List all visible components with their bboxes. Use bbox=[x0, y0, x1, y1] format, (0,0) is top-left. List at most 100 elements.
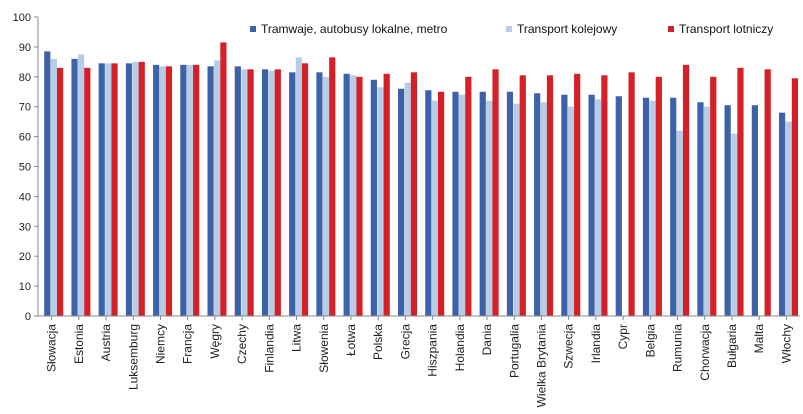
bar bbox=[383, 73, 390, 316]
bar bbox=[697, 102, 704, 316]
bar bbox=[397, 88, 405, 316]
bar bbox=[404, 82, 411, 316]
bar bbox=[71, 58, 78, 317]
legend-label: Transport lotniczy bbox=[679, 22, 773, 36]
x-category-label: Belgia bbox=[643, 324, 657, 358]
bar bbox=[57, 67, 64, 316]
bar bbox=[153, 64, 160, 316]
x-category-label: Austria bbox=[99, 324, 113, 362]
bar bbox=[431, 100, 439, 316]
y-tick-label: 40 bbox=[19, 191, 31, 203]
bar bbox=[655, 76, 662, 316]
bar bbox=[356, 76, 363, 316]
bar bbox=[138, 61, 145, 316]
bar bbox=[111, 63, 118, 316]
bar bbox=[425, 90, 432, 316]
bar bbox=[343, 73, 350, 316]
y-tick-label: 80 bbox=[19, 72, 31, 84]
x-category-label: Estonia bbox=[72, 324, 86, 364]
bar bbox=[438, 91, 445, 316]
bar bbox=[207, 66, 214, 317]
x-category-label: Litwa bbox=[290, 324, 304, 352]
bar bbox=[98, 63, 105, 316]
bar bbox=[778, 112, 786, 317]
legend-label: Tramwaje, autobusy lokalne, metro bbox=[261, 22, 448, 36]
bar bbox=[214, 60, 221, 317]
bar bbox=[628, 72, 635, 316]
bar bbox=[731, 133, 738, 316]
x-category-label: Dania bbox=[480, 324, 494, 356]
bar bbox=[410, 72, 417, 316]
bar bbox=[220, 42, 227, 316]
bar bbox=[540, 102, 547, 316]
bar bbox=[295, 57, 302, 317]
bar bbox=[676, 130, 683, 316]
bars bbox=[44, 42, 798, 317]
y-tick-label: 100 bbox=[13, 12, 31, 24]
bar bbox=[105, 63, 112, 316]
bar bbox=[241, 69, 248, 316]
y-tick-label: 20 bbox=[19, 251, 31, 263]
x-category-label: Bułgaria bbox=[725, 324, 739, 368]
y-tick-label: 70 bbox=[19, 102, 31, 114]
bar bbox=[791, 78, 798, 316]
x-category-label: Holandia bbox=[453, 324, 467, 372]
x-category-label: Włochy bbox=[779, 324, 793, 363]
legend-swatch bbox=[506, 26, 512, 32]
x-category-label: Portugalia bbox=[507, 324, 521, 378]
bar bbox=[785, 121, 792, 317]
x-category-label: Czechy bbox=[235, 324, 249, 364]
bar bbox=[737, 67, 744, 316]
x-axis: Słowacja Estonia Austria Luksemburg Niemcy Fr… bbox=[38, 315, 800, 408]
bar bbox=[132, 61, 139, 316]
bar bbox=[764, 69, 771, 316]
bar bbox=[165, 66, 173, 317]
y-tick-label: 30 bbox=[19, 221, 31, 233]
bar bbox=[519, 75, 526, 317]
bar bbox=[247, 69, 254, 316]
bar bbox=[301, 63, 309, 316]
bar bbox=[186, 64, 194, 316]
x-category-label: Polska bbox=[371, 324, 385, 360]
bar bbox=[459, 94, 466, 317]
x-category-label: Wielka Brytania bbox=[534, 324, 548, 408]
bar bbox=[479, 91, 486, 316]
bar bbox=[84, 67, 91, 316]
bar bbox=[78, 54, 85, 316]
bar bbox=[322, 76, 330, 316]
bar bbox=[567, 106, 575, 316]
legend-swatch bbox=[250, 26, 256, 32]
y-tick-label: 50 bbox=[19, 162, 31, 174]
bar bbox=[452, 91, 459, 316]
y-tick-label: 10 bbox=[19, 281, 31, 293]
bar bbox=[588, 94, 595, 317]
bar bbox=[274, 69, 281, 316]
bar bbox=[546, 75, 554, 317]
bar bbox=[561, 94, 568, 317]
x-category-label: Łotwa bbox=[344, 324, 358, 356]
bar bbox=[670, 97, 677, 316]
bar bbox=[642, 97, 650, 316]
bar bbox=[50, 58, 58, 317]
bar bbox=[492, 69, 499, 316]
x-category-label: Cypr bbox=[616, 324, 630, 349]
y-tick-label: 0 bbox=[25, 311, 31, 323]
x-category-label: Grecja bbox=[398, 324, 412, 360]
x-category-label: Rumunia bbox=[671, 324, 685, 372]
y-tick-label: 90 bbox=[19, 42, 31, 54]
x-category-label: Malta bbox=[752, 324, 766, 354]
legend-swatch bbox=[668, 26, 674, 32]
x-category-label: Węgry bbox=[208, 324, 222, 359]
bar bbox=[180, 64, 187, 316]
bar bbox=[682, 64, 690, 316]
bar bbox=[377, 87, 384, 316]
bar bbox=[534, 93, 541, 317]
bar bbox=[649, 100, 656, 316]
bar bbox=[710, 76, 717, 316]
bar bbox=[125, 63, 133, 316]
bar bbox=[595, 99, 602, 316]
bar bbox=[329, 57, 336, 317]
bar bbox=[268, 70, 275, 316]
x-category-label: Irlandia bbox=[589, 324, 603, 364]
x-category-label: Hiszpania bbox=[426, 324, 440, 377]
